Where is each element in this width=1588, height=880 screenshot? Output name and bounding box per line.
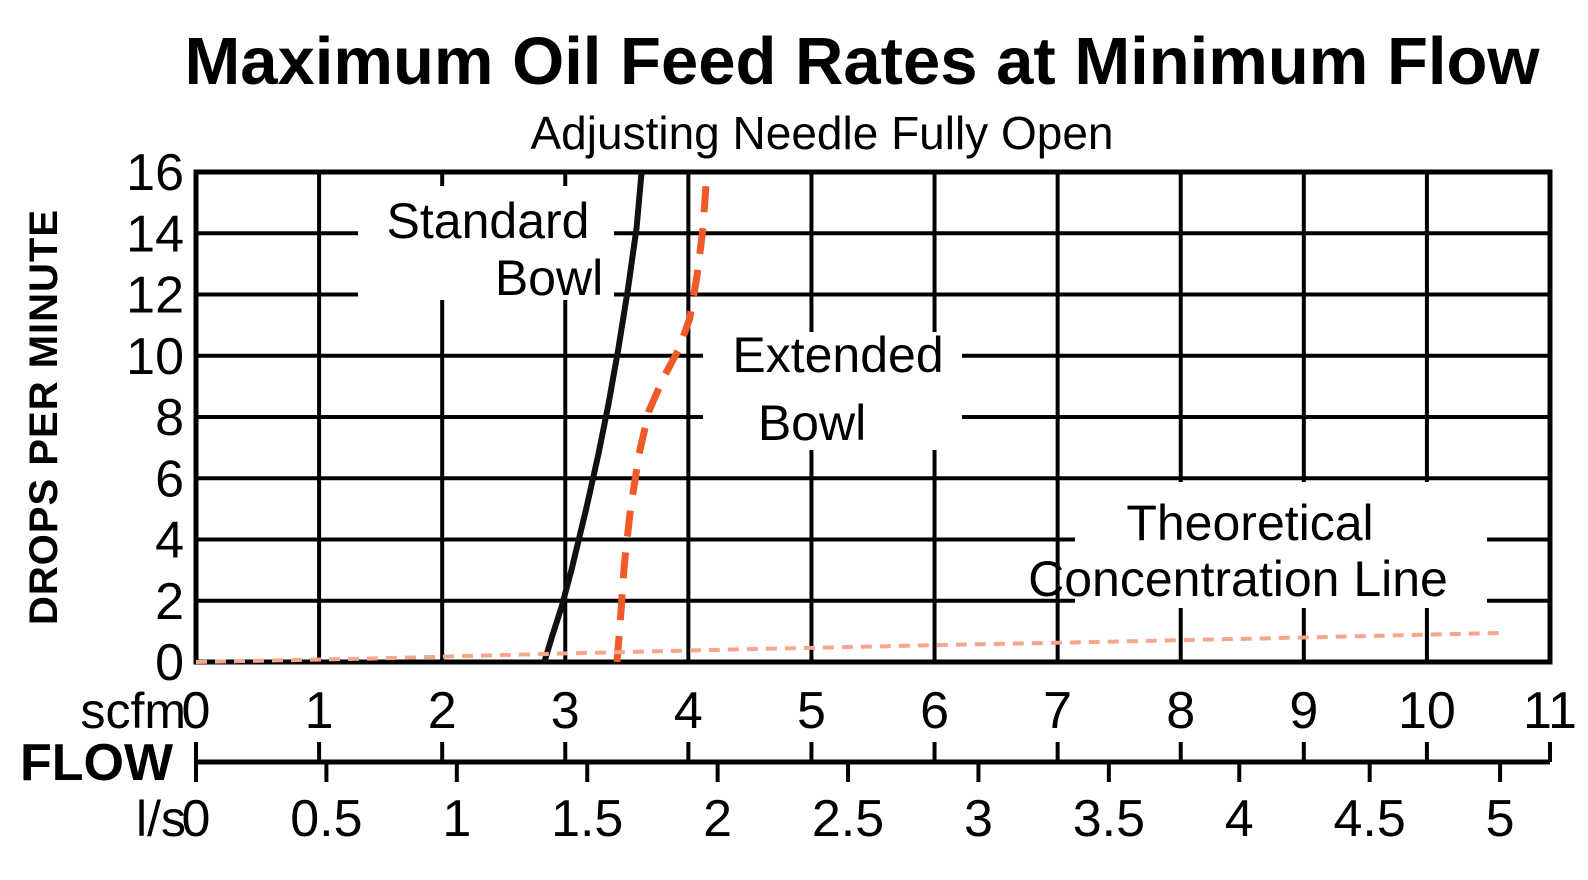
curve-label-extended-bowl: Bowl bbox=[758, 395, 866, 451]
curve-label-theoretical: Concentration Line bbox=[1028, 551, 1448, 607]
scfm-tick-label: 7 bbox=[1043, 682, 1072, 740]
scfm-tick-label: 4 bbox=[674, 682, 703, 740]
y-axis-title: DROPS PER MINUTE bbox=[22, 209, 66, 625]
y-tick-label: 4 bbox=[155, 512, 184, 570]
label-mask-theoretical bbox=[1075, 482, 1487, 608]
scfm-tick-label: 8 bbox=[1166, 682, 1195, 740]
y-tick-label: 14 bbox=[126, 205, 184, 263]
curve-label-standard-bowl: Standard bbox=[387, 193, 590, 249]
ls-tick-label: 2.5 bbox=[812, 790, 884, 848]
plot-area: StandardBowlExtendedBowlTheoreticalConce… bbox=[126, 144, 1577, 848]
y-tick-label: 6 bbox=[155, 450, 184, 508]
scfm-tick-label: 0 bbox=[182, 682, 211, 740]
flow-axis-title: FLOW bbox=[20, 734, 174, 792]
label-mask-extended-bowl bbox=[703, 332, 962, 450]
scfm-tick-label: 3 bbox=[551, 682, 580, 740]
curve-label-standard-bowl: Bowl bbox=[495, 250, 603, 306]
scfm-tick-label: 11 bbox=[1523, 682, 1577, 740]
ls-tick-label: 2 bbox=[703, 790, 732, 848]
y-tick-label: 2 bbox=[155, 573, 184, 631]
curve-label-theoretical: Theoretical bbox=[1126, 495, 1373, 551]
curve-standard-bowl bbox=[541, 171, 645, 663]
scfm-tick-label: 6 bbox=[920, 682, 949, 740]
y-tick-label: 12 bbox=[126, 267, 184, 325]
curve-label-extended-bowl: Extended bbox=[732, 327, 943, 383]
y-tick-label: 0 bbox=[155, 634, 184, 692]
label-mask-standard-bowl bbox=[358, 186, 614, 300]
ls-unit-label: l/s bbox=[136, 791, 186, 847]
ls-tick-label: 4.5 bbox=[1334, 790, 1406, 848]
ls-tick-label: 0 bbox=[182, 790, 211, 848]
scfm-tick-label: 5 bbox=[797, 682, 826, 740]
curve-theoretical bbox=[195, 630, 1501, 664]
curve-extended-bowl bbox=[613, 171, 711, 663]
y-tick-label: 10 bbox=[126, 328, 184, 386]
ls-tick-label: 5 bbox=[1486, 790, 1515, 848]
ls-tick-label: 0.5 bbox=[290, 790, 362, 848]
ls-tick-label: 1.5 bbox=[551, 790, 623, 848]
ls-tick-label: 4 bbox=[1225, 790, 1254, 848]
y-tick-label: 8 bbox=[155, 389, 184, 447]
scfm-unit-label: scfm bbox=[80, 683, 186, 739]
chart-title: Maximum Oil Feed Rates at Minimum Flow bbox=[184, 24, 1540, 99]
scfm-tick-label: 9 bbox=[1289, 682, 1318, 740]
scfm-tick-label: 1 bbox=[305, 682, 334, 740]
scfm-tick-label: 10 bbox=[1398, 682, 1456, 740]
ls-tick-label: 1 bbox=[442, 790, 471, 848]
ls-tick-label: 3.5 bbox=[1073, 790, 1145, 848]
ls-tick-label: 3 bbox=[964, 790, 993, 848]
chart-subtitle: Adjusting Needle Fully Open bbox=[531, 107, 1114, 159]
plot-frame bbox=[193, 169, 1553, 665]
y-tick-label: 16 bbox=[126, 144, 184, 202]
scfm-tick-label: 2 bbox=[428, 682, 457, 740]
